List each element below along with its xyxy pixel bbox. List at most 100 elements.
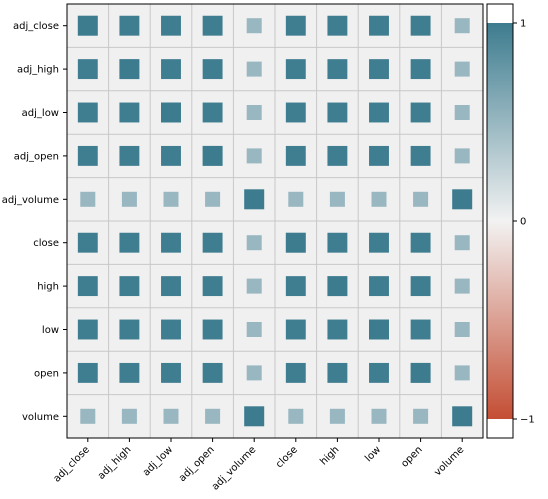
heatmap-cell-adj_close-open xyxy=(410,15,431,36)
heatmap-cell-low-close xyxy=(285,319,306,340)
x-tick-label-adj_volume: adj_volume xyxy=(210,444,258,492)
heatmap-cell-low-adj_volume xyxy=(246,322,262,337)
heatmap-cell-open-open xyxy=(410,362,431,383)
y-tick-label-adj_close: adj_close xyxy=(13,21,59,32)
heatmap-cell-high-adj_open xyxy=(202,276,223,297)
heatmap-cell-volume-high xyxy=(329,408,345,424)
heatmap-cell-high-adj_close xyxy=(77,276,98,297)
heatmap-cell-adj_volume-adj_high xyxy=(121,191,137,207)
heatmap-cell-adj_high-adj_close xyxy=(77,59,98,80)
heatmap-cell-volume-low xyxy=(371,408,387,424)
heatmap-cell-close-low xyxy=(369,232,389,253)
heatmap-cell-adj_low-adj_close xyxy=(77,102,98,123)
heatmap-cell-adj_close-adj_open xyxy=(202,15,223,36)
heatmap-cell-adj_close-adj_low xyxy=(161,15,181,36)
heatmap-cell-adj_high-adj_volume xyxy=(246,61,262,77)
heatmap-cell-low-adj_high xyxy=(119,319,140,340)
heatmap-cell-adj_high-close xyxy=(285,59,306,80)
heatmap-cell-adj_close-low xyxy=(369,15,389,36)
colorbar-tick-label-0: 1 xyxy=(520,19,526,30)
heatmap-cell-adj_volume-adj_volume xyxy=(244,189,265,210)
x-tick-label-adj_high: adj_high xyxy=(96,444,134,482)
colorbar-tick-label-2: −1 xyxy=(520,415,535,426)
heatmap-cell-low-high xyxy=(327,319,348,340)
heatmap-cell-adj_open-open xyxy=(410,145,431,166)
heatmap-cell-volume-adj_volume xyxy=(244,406,265,427)
x-tick-label-adj_low: adj_low xyxy=(141,444,175,478)
heatmap-cell-open-adj_open xyxy=(202,362,223,383)
heatmap-cell-adj_high-open xyxy=(410,59,431,80)
heatmap-cell-adj_open-close xyxy=(285,145,306,166)
heatmap-cell-high-close xyxy=(285,276,306,297)
heatmap-cell-high-adj_low xyxy=(161,276,181,297)
y-tick-label-adj_open: adj_open xyxy=(14,151,59,162)
heatmap-cell-open-low xyxy=(369,362,389,383)
heatmap-cell-high-adj_high xyxy=(119,276,140,297)
heatmap-cell-adj_open-adj_open xyxy=(202,145,223,166)
heatmap-cell-adj_volume-high xyxy=(329,191,345,207)
heatmap-cell-volume-adj_low xyxy=(163,408,179,424)
heatmap-cell-volume-volume xyxy=(452,406,473,427)
y-tick-label-adj_low: adj_low xyxy=(22,108,59,119)
y-tick-label-volume: volume xyxy=(22,412,59,423)
heatmap-cell-adj_high-low xyxy=(369,59,389,80)
heatmap-cell-low-volume xyxy=(454,322,470,337)
heatmap-cell-close-adj_open xyxy=(202,232,223,253)
heatmap-cell-high-low xyxy=(369,276,389,297)
x-tick-label-open: open xyxy=(399,444,424,469)
heatmap-cell-volume-open xyxy=(413,408,429,424)
heatmap-cell-open-volume xyxy=(454,365,470,381)
heatmap-cell-close-open xyxy=(410,232,431,253)
heatmap-cell-volume-adj_open xyxy=(205,408,221,424)
heatmap-cell-adj_high-adj_open xyxy=(202,59,223,80)
x-tick-label-low: low xyxy=(363,444,383,464)
heatmap-cell-open-high xyxy=(327,362,348,383)
x-tick-label-adj_open: adj_open xyxy=(177,444,217,484)
heatmap-cell-open-close xyxy=(285,362,306,383)
y-tick-label-high: high xyxy=(37,282,59,293)
colorbar: 1 0 −1 xyxy=(486,3,535,439)
heatmap-cell-adj_volume-adj_low xyxy=(163,191,179,207)
heatmap-cell-adj_open-low xyxy=(369,145,389,166)
x-tick-label-adj_close: adj_close xyxy=(52,444,92,484)
heatmap-cell-adj_volume-close xyxy=(288,191,304,207)
heatmap-cell-adj_low-open xyxy=(410,102,431,123)
heatmap-cell-adj_open-volume xyxy=(454,148,470,164)
heatmap-cell-adj_low-volume xyxy=(454,105,470,120)
heatmap-cell-adj_volume-adj_close xyxy=(80,191,96,207)
plot-area: adj_closeadj_highadj_lowadj_openadj_volu… xyxy=(2,3,484,493)
y-tick-label-open: open xyxy=(34,368,59,379)
heatmap-cell-adj_high-high xyxy=(327,59,348,80)
heatmap-cell-adj_low-low xyxy=(369,102,389,123)
y-tick-label-adj_high: adj_high xyxy=(17,65,59,76)
heatmap-cell-low-adj_low xyxy=(161,319,181,340)
heatmap-cell-low-open xyxy=(410,319,431,340)
heatmap-cell-adj_volume-low xyxy=(371,191,387,207)
heatmap-cell-adj_close-high xyxy=(327,15,348,36)
heatmap-cell-close-volume xyxy=(454,235,470,251)
heatmap-cell-adj_low-close xyxy=(285,102,306,123)
heatmap-cell-adj_open-adj_high xyxy=(119,145,140,166)
y-tick-label-close: close xyxy=(33,238,59,249)
heatmap-cell-high-open xyxy=(410,276,431,297)
heatmap-cell-close-adj_high xyxy=(119,232,140,253)
heatmap-cell-adj_high-adj_low xyxy=(161,59,181,80)
heatmap-cell-open-adj_volume xyxy=(246,365,262,381)
x-tick-label-volume: volume xyxy=(432,444,466,478)
heatmap-cell-close-adj_close xyxy=(77,232,98,253)
heatmap-cell-adj_close-adj_high xyxy=(119,15,140,36)
heatmap-cell-open-adj_close xyxy=(77,362,98,383)
heatmap-cell-close-high xyxy=(327,232,348,253)
heatmap-cell-high-adj_volume xyxy=(246,278,262,294)
heatmap-cell-adj_close-adj_close xyxy=(77,15,98,36)
colorbar-tick-label-1: 0 xyxy=(520,217,526,228)
heatmap-cell-low-low xyxy=(369,319,389,340)
heatmap-cell-adj_low-adj_open xyxy=(202,102,223,123)
heatmap-cell-adj_open-high xyxy=(327,145,348,166)
heatmap-cell-adj_low-adj_volume xyxy=(246,105,262,120)
heatmap-cell-adj_open-adj_low xyxy=(161,145,181,166)
heatmap-cell-adj_low-adj_high xyxy=(119,102,140,123)
heatmap-cell-adj_low-high xyxy=(327,102,348,123)
heatmap-cell-adj_volume-open xyxy=(413,191,429,207)
